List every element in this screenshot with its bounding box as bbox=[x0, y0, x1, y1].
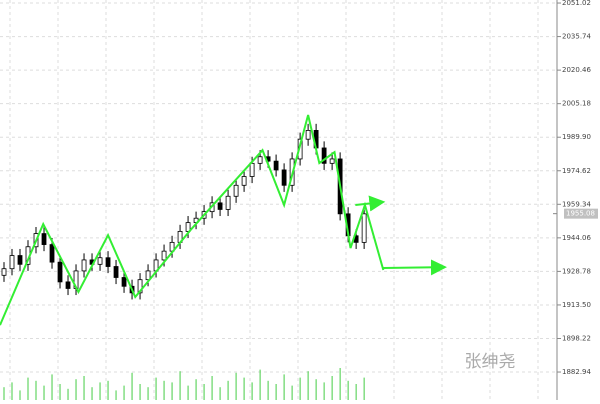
y-tick-label: 1913.50 bbox=[562, 301, 591, 309]
candle-body bbox=[81, 259, 87, 272]
candle-body bbox=[17, 255, 23, 265]
y-tick-label: 1959.34 bbox=[562, 200, 591, 208]
arrow-line bbox=[355, 195, 386, 212]
price-tag-label: 1955.08 bbox=[566, 210, 595, 218]
candle-body bbox=[137, 279, 143, 294]
y-tick-label: 1974.62 bbox=[562, 167, 591, 175]
plot-area bbox=[0, 0, 557, 400]
candle-body bbox=[273, 160, 279, 171]
candle-body bbox=[65, 281, 71, 289]
y-tick-label: 2020.46 bbox=[562, 66, 591, 74]
candle-body bbox=[233, 184, 239, 197]
candle-body bbox=[1, 268, 7, 276]
candle-body bbox=[97, 257, 103, 265]
candle-body bbox=[57, 261, 63, 283]
candle-body bbox=[161, 250, 167, 261]
y-tick-label: 2005.18 bbox=[562, 100, 591, 108]
candle-body bbox=[241, 176, 247, 186]
candle-body bbox=[9, 255, 15, 270]
y-tick-label: 1928.78 bbox=[562, 267, 591, 275]
candle-body bbox=[217, 202, 223, 210]
candle-body bbox=[281, 169, 287, 186]
y-tick-label: 1989.90 bbox=[562, 133, 591, 141]
candle-body bbox=[249, 162, 255, 177]
candle-body bbox=[321, 147, 327, 164]
zigzag-line bbox=[0, 114, 385, 326]
y-tick-label: 1882.94 bbox=[562, 368, 591, 376]
candle-body bbox=[113, 266, 119, 278]
candle-body bbox=[257, 156, 263, 164]
candle-body bbox=[105, 257, 111, 267]
candle-body bbox=[361, 213, 367, 243]
candle-body bbox=[185, 222, 191, 232]
price-tag bbox=[564, 208, 598, 219]
candle-body bbox=[329, 158, 335, 164]
candle-body bbox=[225, 195, 231, 210]
candle-body bbox=[41, 233, 47, 245]
arrow-line bbox=[383, 259, 447, 276]
y-tick-label: 2051.02 bbox=[562, 0, 591, 7]
y-tick-label: 1944.06 bbox=[562, 234, 591, 242]
candle-body bbox=[305, 130, 311, 140]
watermark: 张绅尧 bbox=[465, 352, 516, 372]
y-tick-label: 2035.74 bbox=[562, 33, 591, 41]
candle-body bbox=[145, 270, 151, 281]
candle-body bbox=[49, 244, 55, 263]
y-tick-label: 1898.22 bbox=[562, 334, 591, 342]
candle-body bbox=[121, 277, 127, 287]
